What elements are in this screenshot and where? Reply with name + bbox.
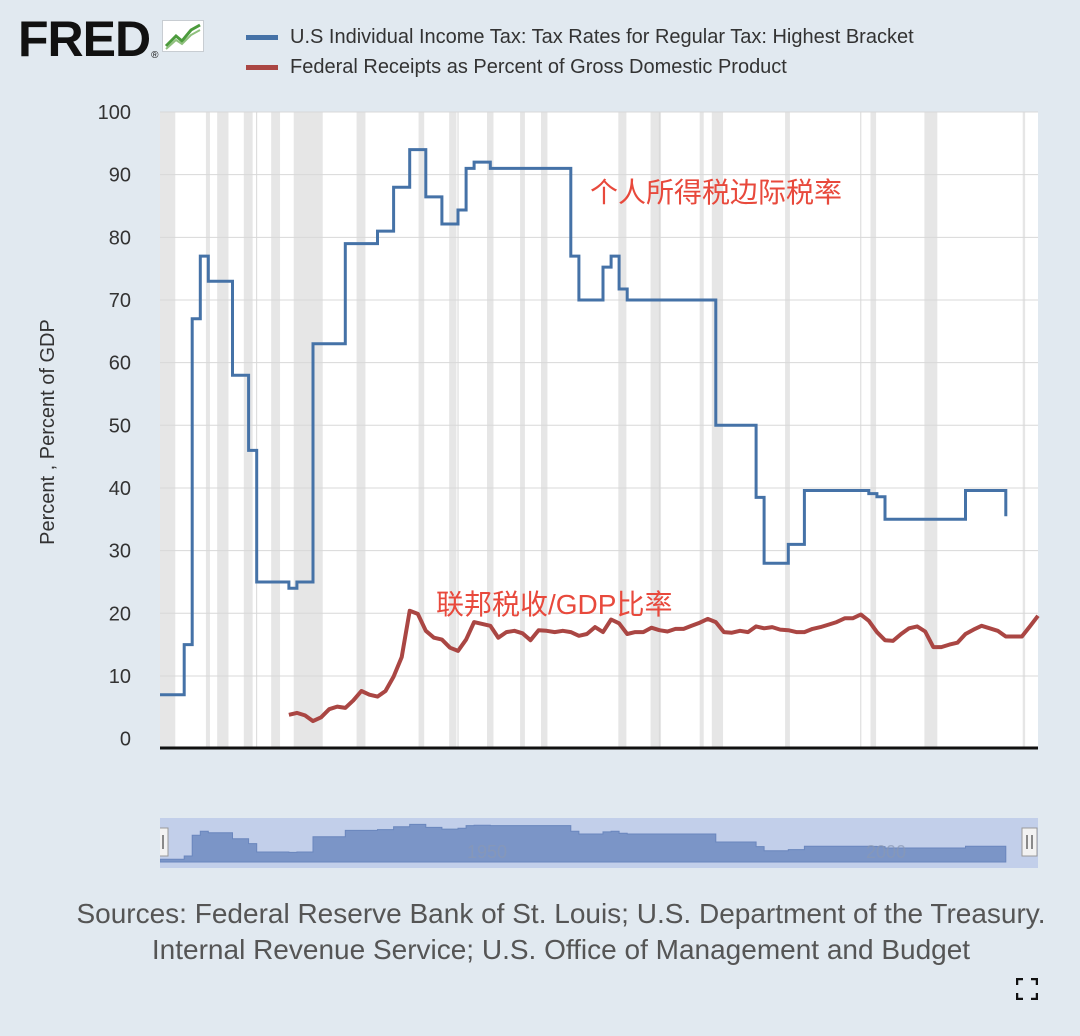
recession-band: [520, 112, 525, 748]
fullscreen-icon[interactable]: [1015, 977, 1039, 1005]
logo-text: FRED: [18, 11, 151, 67]
recession-band: [924, 112, 938, 748]
series-line-income-tax-rate[interactable]: [160, 148, 1008, 697]
y-tick-label: 90: [109, 165, 131, 187]
range-navigator[interactable]: 1950 2000: [160, 818, 1038, 868]
recession-band: [618, 112, 627, 748]
recession-band: [541, 112, 548, 748]
navigator-tick-label: 1950: [467, 842, 507, 862]
y-axis-ticks: 0 10 20 30 40 50 60 70 80 90 100: [98, 102, 131, 751]
recession-band: [1022, 112, 1026, 748]
navigator-series-area: [160, 823, 1007, 863]
chart-legend: U.S Individual Income Tax: Tax Rates for…: [246, 22, 914, 82]
navigator-tick-label: 2000: [866, 842, 906, 862]
y-tick-label: 60: [109, 353, 131, 375]
recession-band: [487, 112, 494, 748]
logo-registered-mark: ®: [151, 50, 159, 61]
navigator-left-handle[interactable]: [160, 827, 169, 857]
chart-header: FRED ® U.S Individual Income Tax: Tax Ra…: [0, 0, 1080, 90]
series-data-points: [159, 149, 1039, 722]
fred-logo[interactable]: FRED ®: [18, 11, 205, 67]
y-tick-label: 20: [109, 603, 131, 625]
y-tick-label: 30: [109, 541, 131, 563]
legend-item-income-tax[interactable]: U.S Individual Income Tax: Tax Rates for…: [246, 22, 914, 52]
recession-band: [205, 112, 210, 748]
recession-band: [650, 112, 662, 748]
sources-note: Sources: Federal Reserve Bank of St. Lou…: [76, 898, 1046, 965]
y-tick-label: 10: [109, 666, 131, 688]
recession-band: [217, 112, 229, 748]
legend-swatch-red: [246, 64, 278, 70]
y-tick-label: 0: [120, 729, 131, 751]
y-tick-label: 100: [98, 102, 131, 124]
legend-label: Federal Receipts as Percent of Gross Dom…: [290, 55, 787, 78]
recession-band: [699, 112, 704, 748]
y-tick-label: 50: [109, 415, 131, 437]
trend-graph-icon: [162, 20, 205, 57]
recession-band: [870, 112, 877, 748]
recession-band: [449, 112, 457, 748]
legend-swatch-blue: [246, 34, 278, 40]
series-line-receipts-gdp[interactable]: [288, 608, 1040, 724]
recession-band: [356, 112, 366, 748]
y-tick-label: 40: [109, 478, 131, 500]
recession-band: [293, 112, 323, 748]
recession-band: [785, 112, 790, 748]
recession-band: [271, 112, 281, 748]
recession-band: [711, 112, 724, 748]
y-axis-label: Percent , Percent of GDP: [37, 319, 59, 545]
y-tick-label: 70: [109, 290, 131, 312]
legend-label: U.S Individual Income Tax: Tax Rates for…: [290, 25, 914, 48]
navigator-right-handle[interactable]: [1021, 827, 1038, 857]
legend-item-receipts[interactable]: Federal Receipts as Percent of Gross Dom…: [246, 52, 914, 82]
recession-band: [418, 112, 425, 748]
recession-band: [160, 112, 176, 748]
annotation-income-tax-cn: 个人所得税边际税率: [590, 177, 842, 208]
y-tick-label: 80: [109, 227, 131, 249]
annotation-receipts-cn: 联邦税收/GDP比率: [436, 589, 672, 620]
